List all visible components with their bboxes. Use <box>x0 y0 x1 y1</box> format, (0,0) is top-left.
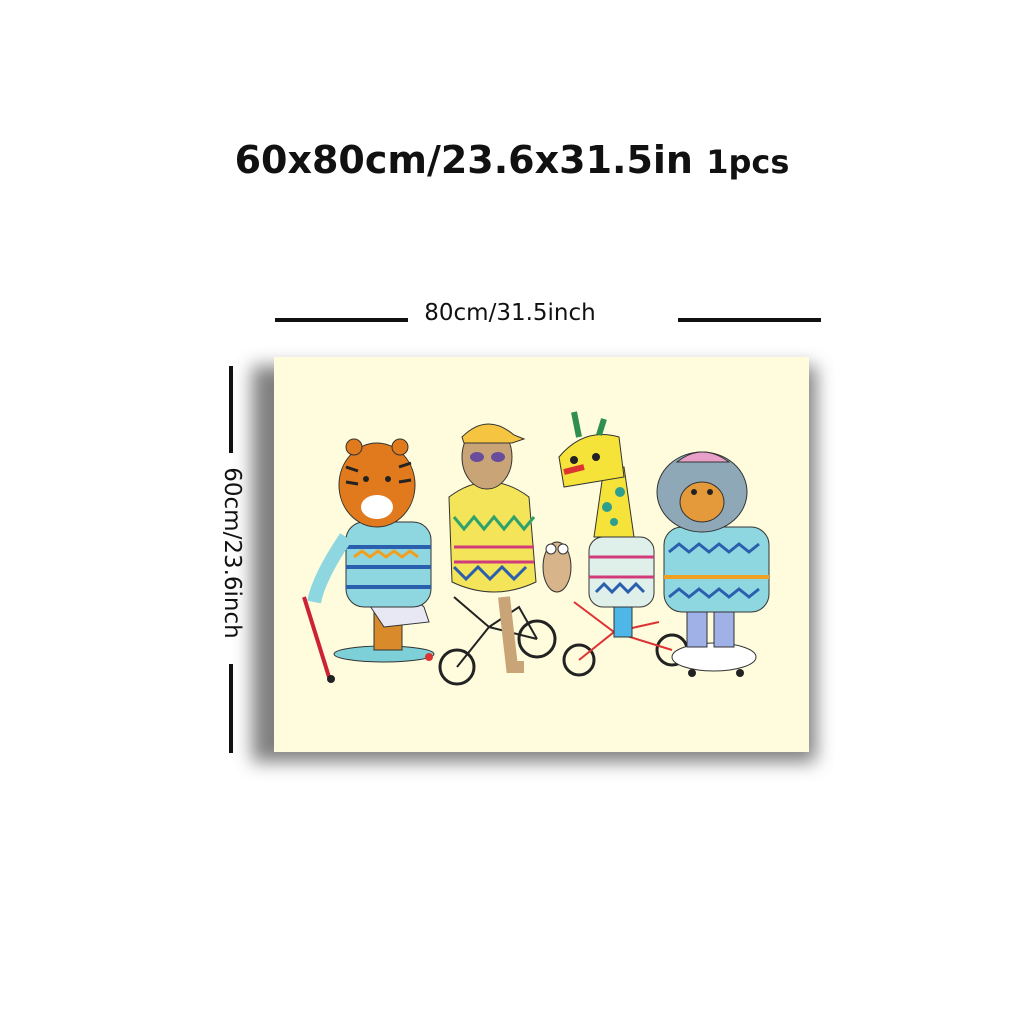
width-label: 80cm/31.5inch <box>424 300 596 326</box>
giraffe-icon <box>558 411 689 677</box>
bear-icon <box>656 451 770 677</box>
sloth-icon <box>438 423 557 686</box>
width-line-left <box>275 318 408 322</box>
product-title: 60x80cm/23.6x31.5in 1pcs <box>0 138 1024 182</box>
canvas-print <box>274 357 809 752</box>
height-label: 60cm/23.6inch <box>219 467 245 639</box>
height-line-bottom <box>229 664 233 753</box>
size-text: 60x80cm/23.6x31.5in <box>234 138 693 182</box>
artwork <box>302 411 770 686</box>
tiger-icon <box>302 438 435 683</box>
quantity-text: 1pcs <box>706 143 790 181</box>
height-line-top <box>229 366 233 453</box>
owl-icon <box>542 541 572 593</box>
width-line-right <box>678 318 821 322</box>
